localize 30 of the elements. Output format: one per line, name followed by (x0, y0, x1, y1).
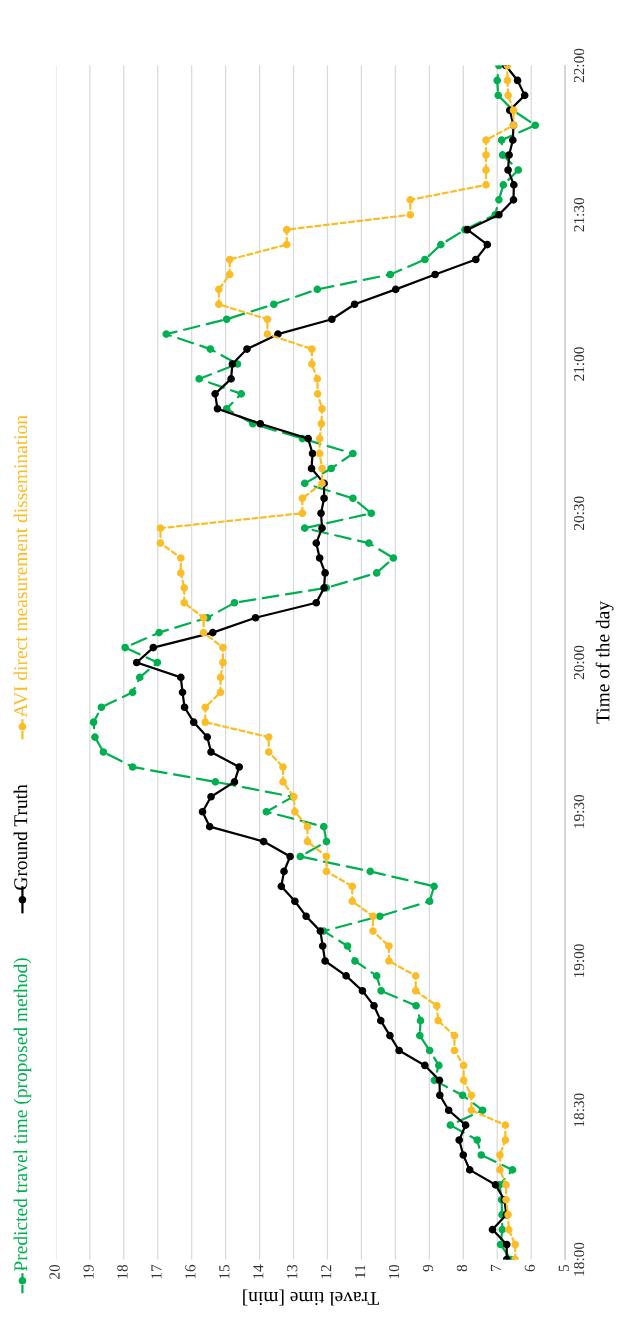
y-tick-label: 22:00 (573, 48, 585, 83)
y-tick-label: 20:30 (573, 496, 585, 530)
x-tick-label: 7 (490, 1264, 501, 1271)
y-tick-label: 18:00 (573, 1242, 585, 1276)
y-axis-title: Time of the day (595, 601, 614, 724)
x-tick-label: 12 (321, 1265, 332, 1279)
x-tick-label: 6 (524, 1264, 535, 1272)
y-tick-label: 18:30 (573, 1093, 585, 1127)
x-tick-label: 9 (422, 1264, 434, 1272)
x-tick-label: 11 (355, 1265, 366, 1278)
x-tick-label: 5 (558, 1264, 569, 1272)
x-tick-label: 17 (151, 1264, 162, 1279)
y-tick-label: 19:00 (573, 944, 585, 978)
text: Predicted travel time (proposed method) (13, 958, 32, 1271)
x-tick-label: 16 (185, 1264, 196, 1279)
x-tick-label: 13 (287, 1264, 298, 1279)
x-tick-label: 8 (456, 1264, 468, 1272)
text: AVI direct measurement dissemination (13, 415, 28, 718)
text: Ground Truth (13, 784, 28, 890)
y-tick-label: 21:00 (573, 347, 585, 381)
x-tick-label: 14 (253, 1264, 264, 1279)
x-tick-label: 18 (117, 1264, 128, 1279)
x-tick-label: 10 (388, 1264, 400, 1279)
y-tick-label: 21:30 (573, 197, 585, 232)
x-tick-label: 19 (83, 1264, 94, 1279)
x-axis-title: Travel time [min] (243, 1289, 379, 1306)
y-tick-label: 20:00 (573, 645, 585, 680)
y-tick-label: 19:30 (573, 794, 585, 828)
x-tick-label: 15 (219, 1264, 230, 1279)
x-tick-label: 20 (49, 1264, 60, 1279)
